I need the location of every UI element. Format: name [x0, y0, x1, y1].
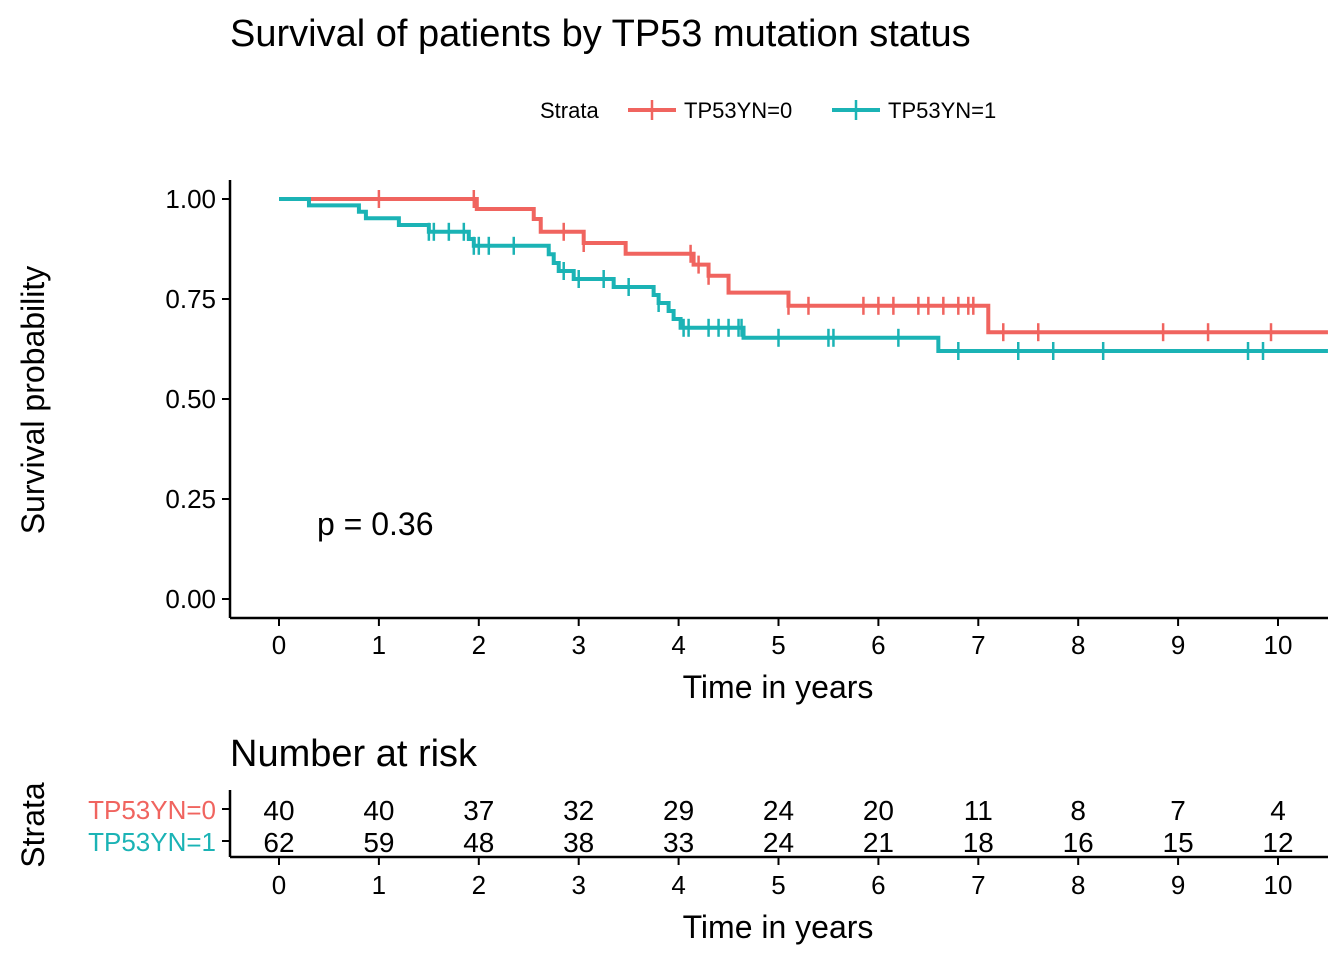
risk-cell: 20 — [863, 795, 894, 826]
y-tick-label: 0.00 — [165, 584, 216, 614]
risk-cell: 7 — [1170, 795, 1186, 826]
risk-cell: 21 — [863, 827, 894, 858]
risk-strata-label: TP53YN=1 — [88, 827, 216, 857]
x-tick-label: 10 — [1264, 630, 1293, 660]
x-tick-label: 5 — [771, 630, 785, 660]
x-axis-title: Time in years — [683, 669, 874, 705]
risk-x-tick-label: 2 — [472, 870, 486, 900]
risk-x-tick-label: 6 — [871, 870, 885, 900]
risk-cell: 29 — [663, 795, 694, 826]
risk-x-axis-title: Time in years — [683, 909, 874, 945]
risk-cell: 62 — [263, 827, 294, 858]
risk-x-tick-label: 3 — [571, 870, 585, 900]
risk-x-tick-label: 9 — [1171, 870, 1185, 900]
x-tick-label: 8 — [1071, 630, 1085, 660]
legend-label: TP53YN=0 — [684, 98, 792, 123]
chart-title: Survival of patients by TP53 mutation st… — [230, 13, 971, 55]
risk-cell: 40 — [363, 795, 394, 826]
legend-item: TP53YN=1 — [832, 98, 996, 123]
risk-cell: 24 — [763, 795, 794, 826]
km-curve — [279, 197, 1328, 335]
risk-x-tick-label: 10 — [1264, 870, 1293, 900]
x-tick-label: 0 — [272, 630, 286, 660]
km-series-tp53yn-1 — [279, 197, 1328, 360]
km-plot-area: 0.00 0.25 0.50 0.75 1.00 0 1 2 3 4 5 6 7 8 9 10 — [165, 180, 1328, 660]
y-tick-label: 0.75 — [165, 284, 216, 314]
risk-cell: 15 — [1163, 827, 1194, 858]
x-tick-label: 4 — [671, 630, 685, 660]
legend-title: Strata — [540, 98, 599, 123]
risk-x-tick-label: 0 — [272, 870, 286, 900]
x-tick-label: 7 — [971, 630, 985, 660]
risk-x-tick-label: 1 — [372, 870, 386, 900]
risk-cell: 16 — [1063, 827, 1094, 858]
risk-cell: 38 — [563, 827, 594, 858]
x-tick-label: 3 — [571, 630, 585, 660]
risk-table-title: Number at risk — [230, 733, 478, 775]
x-tick-label: 2 — [472, 630, 486, 660]
y-tick-label: 1.00 — [165, 184, 216, 214]
risk-cell: 12 — [1262, 827, 1293, 858]
risk-x-tick-label: 4 — [671, 870, 685, 900]
p-value-annotation: p = 0.36 — [317, 506, 434, 542]
y-axis-title: Survival probability — [15, 266, 51, 535]
risk-cell: 48 — [463, 827, 494, 858]
risk-cell: 33 — [663, 827, 694, 858]
risk-cell: 18 — [963, 827, 994, 858]
x-tick-label: 9 — [1171, 630, 1185, 660]
risk-x-tick-label: 7 — [971, 870, 985, 900]
risk-strata-label: TP53YN=0 — [88, 795, 216, 825]
km-curve — [279, 197, 1328, 353]
risk-cell: 32 — [563, 795, 594, 826]
risk-cell: 24 — [763, 827, 794, 858]
risk-cell: 37 — [463, 795, 494, 826]
x-tick-label: 6 — [871, 630, 885, 660]
risk-cell: 40 — [263, 795, 294, 826]
y-tick-label: 0.50 — [165, 384, 216, 414]
risk-cell: 11 — [964, 795, 993, 826]
risk-y-axis-title: Strata — [15, 782, 51, 868]
legend-label: TP53YN=1 — [888, 98, 996, 123]
risk-cell: 8 — [1070, 795, 1086, 826]
km-series-tp53yn-0 — [279, 190, 1328, 342]
legend-item: TP53YN=0 — [628, 98, 792, 123]
risk-x-tick-label: 5 — [771, 870, 785, 900]
legend: Strata TP53YN=0 TP53YN=1 — [540, 98, 996, 123]
risk-cell: 59 — [363, 827, 394, 858]
risk-x-tick-label: 8 — [1071, 870, 1085, 900]
y-tick-label: 0.25 — [165, 484, 216, 514]
x-tick-label: 1 — [372, 630, 386, 660]
risk-cell: 4 — [1270, 795, 1286, 826]
